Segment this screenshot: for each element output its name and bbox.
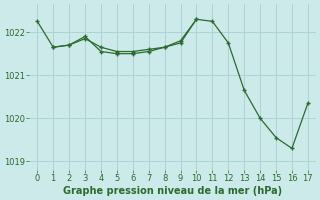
X-axis label: Graphe pression niveau de la mer (hPa): Graphe pression niveau de la mer (hPa) (63, 186, 282, 196)
